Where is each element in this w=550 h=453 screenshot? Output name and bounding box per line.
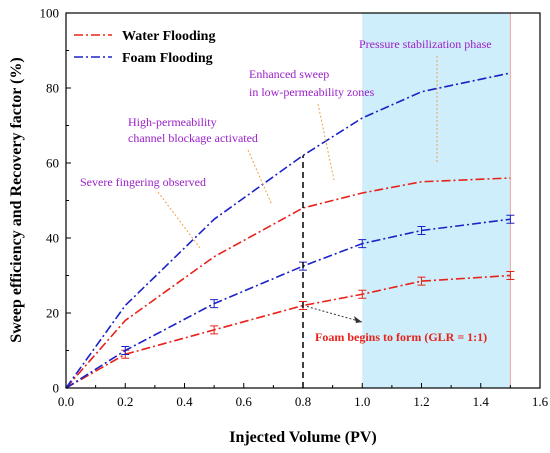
x-tick-label: 1.4 (473, 394, 490, 409)
error-bar (210, 299, 219, 309)
error-bar (358, 239, 367, 249)
annotation-leader (157, 191, 201, 249)
error-bar (121, 346, 130, 355)
legend: Water Flooding Foam Flooding (74, 29, 215, 66)
annotation-severe-fingering: Severe fingering observed (80, 175, 206, 189)
foam-onset-arrowhead (354, 316, 362, 323)
y-tick-label: 20 (46, 306, 59, 321)
error-bar (210, 325, 219, 335)
annotation-pressure-stabilization: Pressure stabilization phase (359, 37, 492, 51)
x-axis-title: Injected Volume (PV) (229, 429, 377, 446)
annotation-foam-begins: Foam begins to form (GLR = 1:1) (315, 330, 487, 344)
x-tick-label: 1.0 (354, 394, 370, 409)
legend-label-foam: Foam Flooding (122, 51, 213, 66)
error-bar (506, 214, 515, 224)
annotation-enhanced-sweep-1: Enhanced sweep (249, 67, 329, 81)
error-bar (506, 271, 515, 280)
y-tick-label: 0 (53, 381, 60, 396)
annotation-leader (247, 149, 273, 206)
x-tick-label: 1.2 (413, 394, 429, 409)
annotation-leaders (157, 56, 438, 323)
y-tick-label: 40 (46, 231, 59, 246)
x-tick-label: 1.6 (532, 394, 549, 409)
y-tick-label: 80 (46, 81, 59, 96)
stabilization-phase-region (362, 13, 511, 388)
x-tick-label: 0.2 (117, 394, 133, 409)
x-tick-label: 0.6 (236, 394, 253, 409)
foam-onset-arrow (306, 306, 363, 323)
error-bar (358, 289, 367, 299)
annotation-enhanced-sweep-2: in low-permeability zones (249, 85, 375, 99)
y-tick-label: 100 (40, 6, 60, 21)
annotation-high-perm-1: High-permeability (128, 115, 217, 129)
x-tick-label: 0.4 (176, 394, 193, 409)
error-bar (417, 276, 426, 286)
legend-label-water: Water Flooding (122, 29, 215, 44)
x-tick-label: 0.0 (58, 394, 74, 409)
x-tick-label: 0.8 (295, 394, 311, 409)
annotation-high-perm-2: channel blockage activated (128, 131, 258, 145)
y-axis-title: Sweep efficiency and Recovery factor (%) (8, 57, 25, 342)
series-line-water-flooding-upper (65, 177, 511, 389)
axis-ticks: 0.0 0.2 0.4 0.6 0.8 1.0 1.2 1.4 1.6 0 20 40 60 80 100 (40, 6, 549, 410)
annotation-leader (317, 103, 335, 181)
y-tick-label: 60 (46, 156, 59, 171)
error-bar (417, 226, 426, 235)
